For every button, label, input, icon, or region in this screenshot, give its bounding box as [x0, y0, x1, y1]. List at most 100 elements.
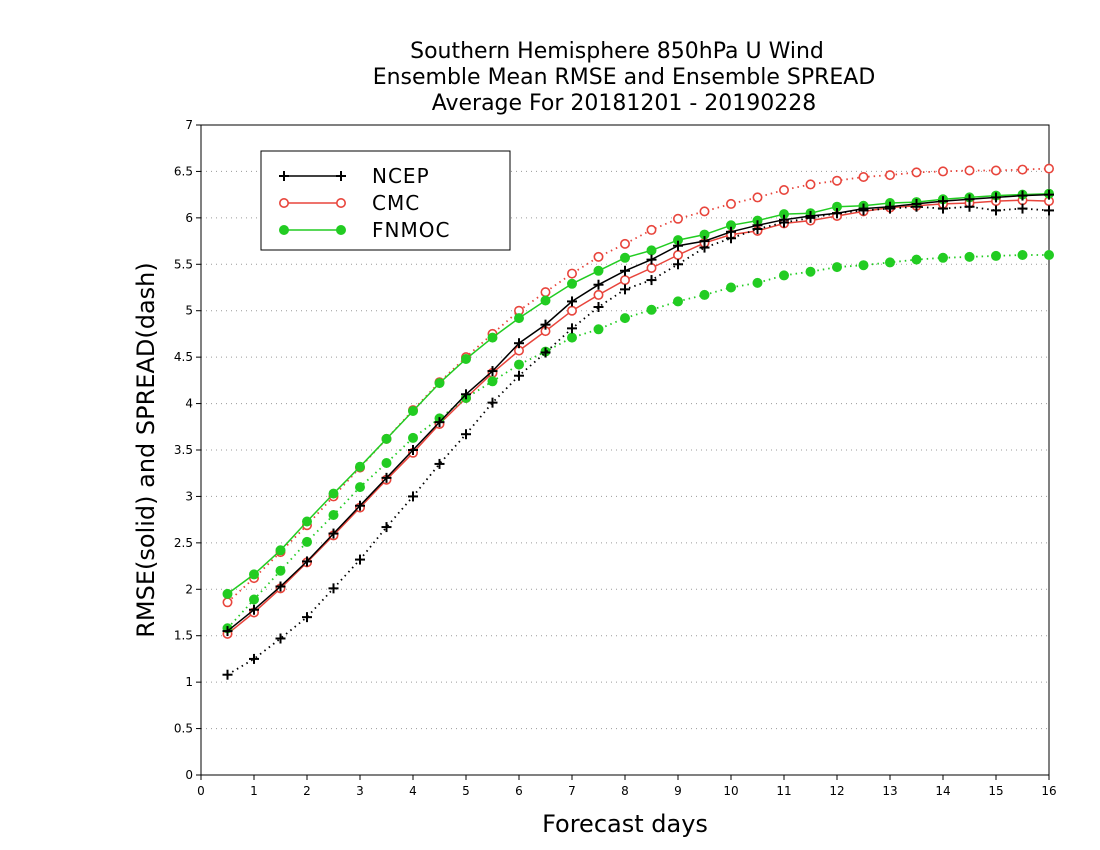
plus-marker: [673, 259, 683, 270]
open-circle-marker: [884, 170, 895, 181]
ncep-rmse-series: [222, 189, 1054, 637]
plus-marker: [567, 323, 577, 334]
filled-circle-marker: [964, 251, 975, 262]
plus-marker: [911, 198, 922, 209]
filled-circle-marker: [991, 250, 1001, 261]
x-axis-ticks: 0 1 2 3 4 5 6 7 8 9 10 11 12 13 14 15 16: [197, 775, 1057, 798]
x-tick-label: 1: [250, 784, 258, 798]
open-circle-marker: [672, 213, 683, 224]
filled-circle-marker: [434, 378, 445, 389]
plus-marker: [620, 265, 630, 276]
plus-marker: [699, 236, 710, 247]
filled-circle-marker: [328, 510, 339, 520]
filled-circle-marker: [514, 359, 524, 370]
plus-marker: [593, 302, 604, 312]
plus-marker: [328, 583, 339, 594]
ncep-spread-line: [227, 205, 1050, 676]
filled-circle-marker: [593, 324, 604, 335]
x-tick-label: 4: [409, 784, 417, 798]
plus-marker: [487, 397, 498, 408]
filled-circle-marker: [779, 270, 789, 281]
filled-circle-marker: [487, 376, 498, 387]
open-circle-marker: [222, 597, 233, 608]
plus-marker: [302, 612, 312, 623]
fnmoc-rmse-line: [227, 192, 1050, 595]
filled-circle-marker: [336, 225, 346, 235]
plus-marker: [620, 284, 630, 295]
plus-marker: [1017, 203, 1028, 214]
x-tick-label: 11: [776, 784, 791, 798]
filled-circle-marker: [249, 569, 259, 580]
cmc-spread-series: [222, 163, 1055, 608]
x-tick-label: 6: [515, 784, 523, 798]
open-circle-marker: [566, 268, 577, 279]
plus-marker: [408, 491, 418, 502]
filled-circle-marker: [461, 354, 471, 364]
filled-circle-marker: [355, 482, 365, 493]
x-tick-label: 15: [988, 784, 1003, 798]
filled-circle-marker: [1017, 250, 1028, 260]
filled-circle-marker: [408, 432, 418, 443]
y-axis-label: RMSE(solid) and SPREAD(dash): [132, 262, 160, 638]
open-circle-marker: [278, 198, 289, 209]
chart-title: Southern Hemisphere 850hPa U Wind Ensemb…: [373, 39, 876, 116]
plus-marker: [222, 626, 233, 637]
filled-circle-marker: [858, 260, 869, 271]
filled-circle-marker: [249, 594, 259, 605]
y-axis-ticks: 0 0.5 1 1.5 2 2.5 3 3.5 4 4.5 5 5.5 6 6.5 7: [174, 118, 201, 782]
y-tick-label: 1: [185, 675, 193, 689]
plus-marker: [249, 604, 259, 615]
fnmoc-spread-line: [226, 254, 1049, 629]
x-tick-label: 8: [621, 784, 629, 798]
filled-circle-marker: [620, 252, 630, 263]
filled-circle-marker: [355, 461, 365, 472]
plus-marker: [805, 211, 816, 221]
plus-marker: [540, 319, 551, 330]
open-circle-marker: [964, 165, 975, 176]
plus-marker: [487, 366, 498, 377]
open-circle-marker: [937, 166, 948, 177]
plus-marker: [336, 171, 346, 181]
filled-circle-marker: [752, 277, 763, 288]
open-circle-marker: [699, 206, 710, 217]
plus-marker: [540, 347, 551, 358]
legend-box: [260, 150, 511, 251]
plus-marker: [355, 500, 365, 511]
filled-circle-marker: [279, 225, 289, 235]
plus-marker: [646, 275, 657, 286]
filled-circle-marker: [805, 266, 816, 277]
legend-entry-cmc: CMC: [278, 191, 419, 215]
plus-marker: [991, 205, 1001, 216]
plus-marker: [938, 196, 948, 207]
legend-entry-ncep: NCEP: [279, 164, 429, 188]
x-tick-label: 2: [303, 784, 311, 798]
open-circle-marker: [540, 287, 551, 298]
open-circle-marker: [1044, 163, 1055, 174]
legend-entry-fnmoc: FNMOC: [279, 218, 449, 242]
y-tick-label: 1.5: [174, 629, 193, 643]
filled-circle-marker: [885, 257, 895, 268]
title-line-1: Southern Hemisphere 850hPa U Wind: [410, 39, 824, 64]
y-tick-label: 3: [185, 489, 193, 503]
filled-circle-marker: [540, 295, 551, 306]
open-circle-marker: [335, 198, 346, 209]
filled-circle-marker: [593, 265, 604, 276]
plus-marker: [593, 279, 604, 290]
plus-marker: [381, 522, 392, 533]
plus-marker: [1017, 190, 1028, 201]
open-circle-marker: [831, 175, 842, 186]
filled-circle-marker: [832, 262, 842, 273]
plus-marker: [275, 581, 286, 592]
plus-marker: [673, 240, 683, 251]
filled-circle-marker: [487, 332, 498, 343]
plus-marker: [279, 171, 289, 181]
plus-marker: [434, 458, 445, 469]
plus-marker: [461, 429, 471, 440]
fnmoc-spread-series: [222, 250, 1054, 634]
filled-circle-marker: [408, 406, 418, 416]
open-circle-marker: [778, 185, 789, 196]
plus-marker: [726, 226, 736, 237]
filled-circle-marker: [222, 588, 233, 599]
plus-marker: [328, 528, 339, 539]
